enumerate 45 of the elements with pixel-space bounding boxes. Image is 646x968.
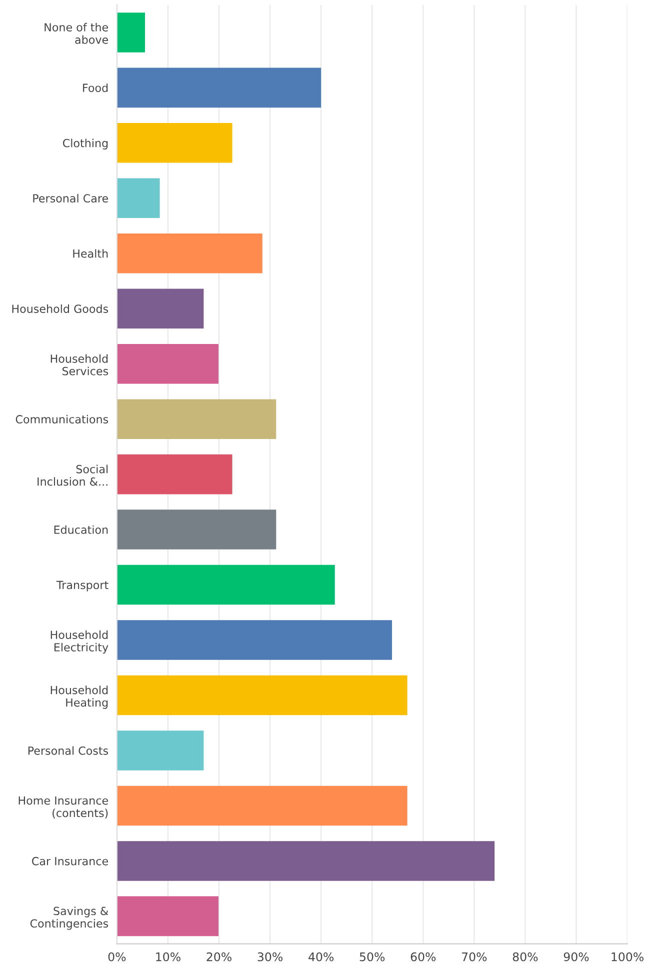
- x-tick-label: 50%: [360, 952, 385, 962]
- bar: [116, 896, 218, 936]
- bar: [116, 786, 408, 826]
- y-tick-label: Home Insurance (contents): [18, 796, 108, 818]
- bar: [116, 234, 262, 274]
- y-tick-label: Personal Costs: [28, 746, 108, 755]
- bar: [116, 454, 232, 494]
- bar: [116, 564, 335, 605]
- x-tick-label: 0%: [108, 952, 126, 962]
- bar: [116, 178, 160, 218]
- bar: [116, 841, 495, 881]
- x-tick-label: 70%: [462, 952, 487, 962]
- y-tick-label: Household Heating: [50, 686, 108, 709]
- y-tick-label: Household Electricity: [50, 630, 108, 654]
- bar: [116, 344, 218, 384]
- bar: [116, 730, 204, 770]
- y-tick-label: Savings & Contingencies: [30, 906, 108, 930]
- bar: [116, 620, 392, 660]
- bar: [116, 399, 276, 439]
- y-tick-label: Communications: [16, 414, 108, 424]
- y-tick-label: Social Inclusion &...: [38, 464, 108, 486]
- x-tick-label: 30%: [258, 952, 282, 962]
- y-tick-label: Education: [54, 525, 108, 534]
- y-tick-label: Household Services: [50, 354, 108, 376]
- x-tick-label: 80%: [512, 952, 538, 962]
- bar: [116, 675, 408, 716]
- y-tick-label: Household Goods: [12, 304, 108, 313]
- x-tick-label: 90%: [564, 952, 589, 962]
- y-tick-label: None of the above: [44, 22, 108, 44]
- bar: [116, 12, 145, 52]
- bar: [116, 68, 322, 108]
- y-tick-label: Food: [83, 83, 108, 92]
- bar: [116, 288, 204, 329]
- y-tick-label: Car Insurance: [32, 856, 108, 866]
- x-tick-label: 40%: [308, 952, 334, 962]
- bar: [116, 510, 276, 550]
- x-tick-label: 100%: [612, 952, 644, 962]
- x-tick-label: 20%: [206, 952, 232, 962]
- bar: [116, 123, 232, 163]
- y-tick-label: Health: [73, 249, 108, 258]
- x-tick-label: 60%: [410, 952, 436, 962]
- y-tick-label: Clothing: [62, 138, 108, 150]
- y-tick-label: Personal Care: [33, 194, 108, 203]
- y-tick-label: Transport: [56, 580, 108, 592]
- x-tick-label: 10%: [156, 952, 180, 962]
